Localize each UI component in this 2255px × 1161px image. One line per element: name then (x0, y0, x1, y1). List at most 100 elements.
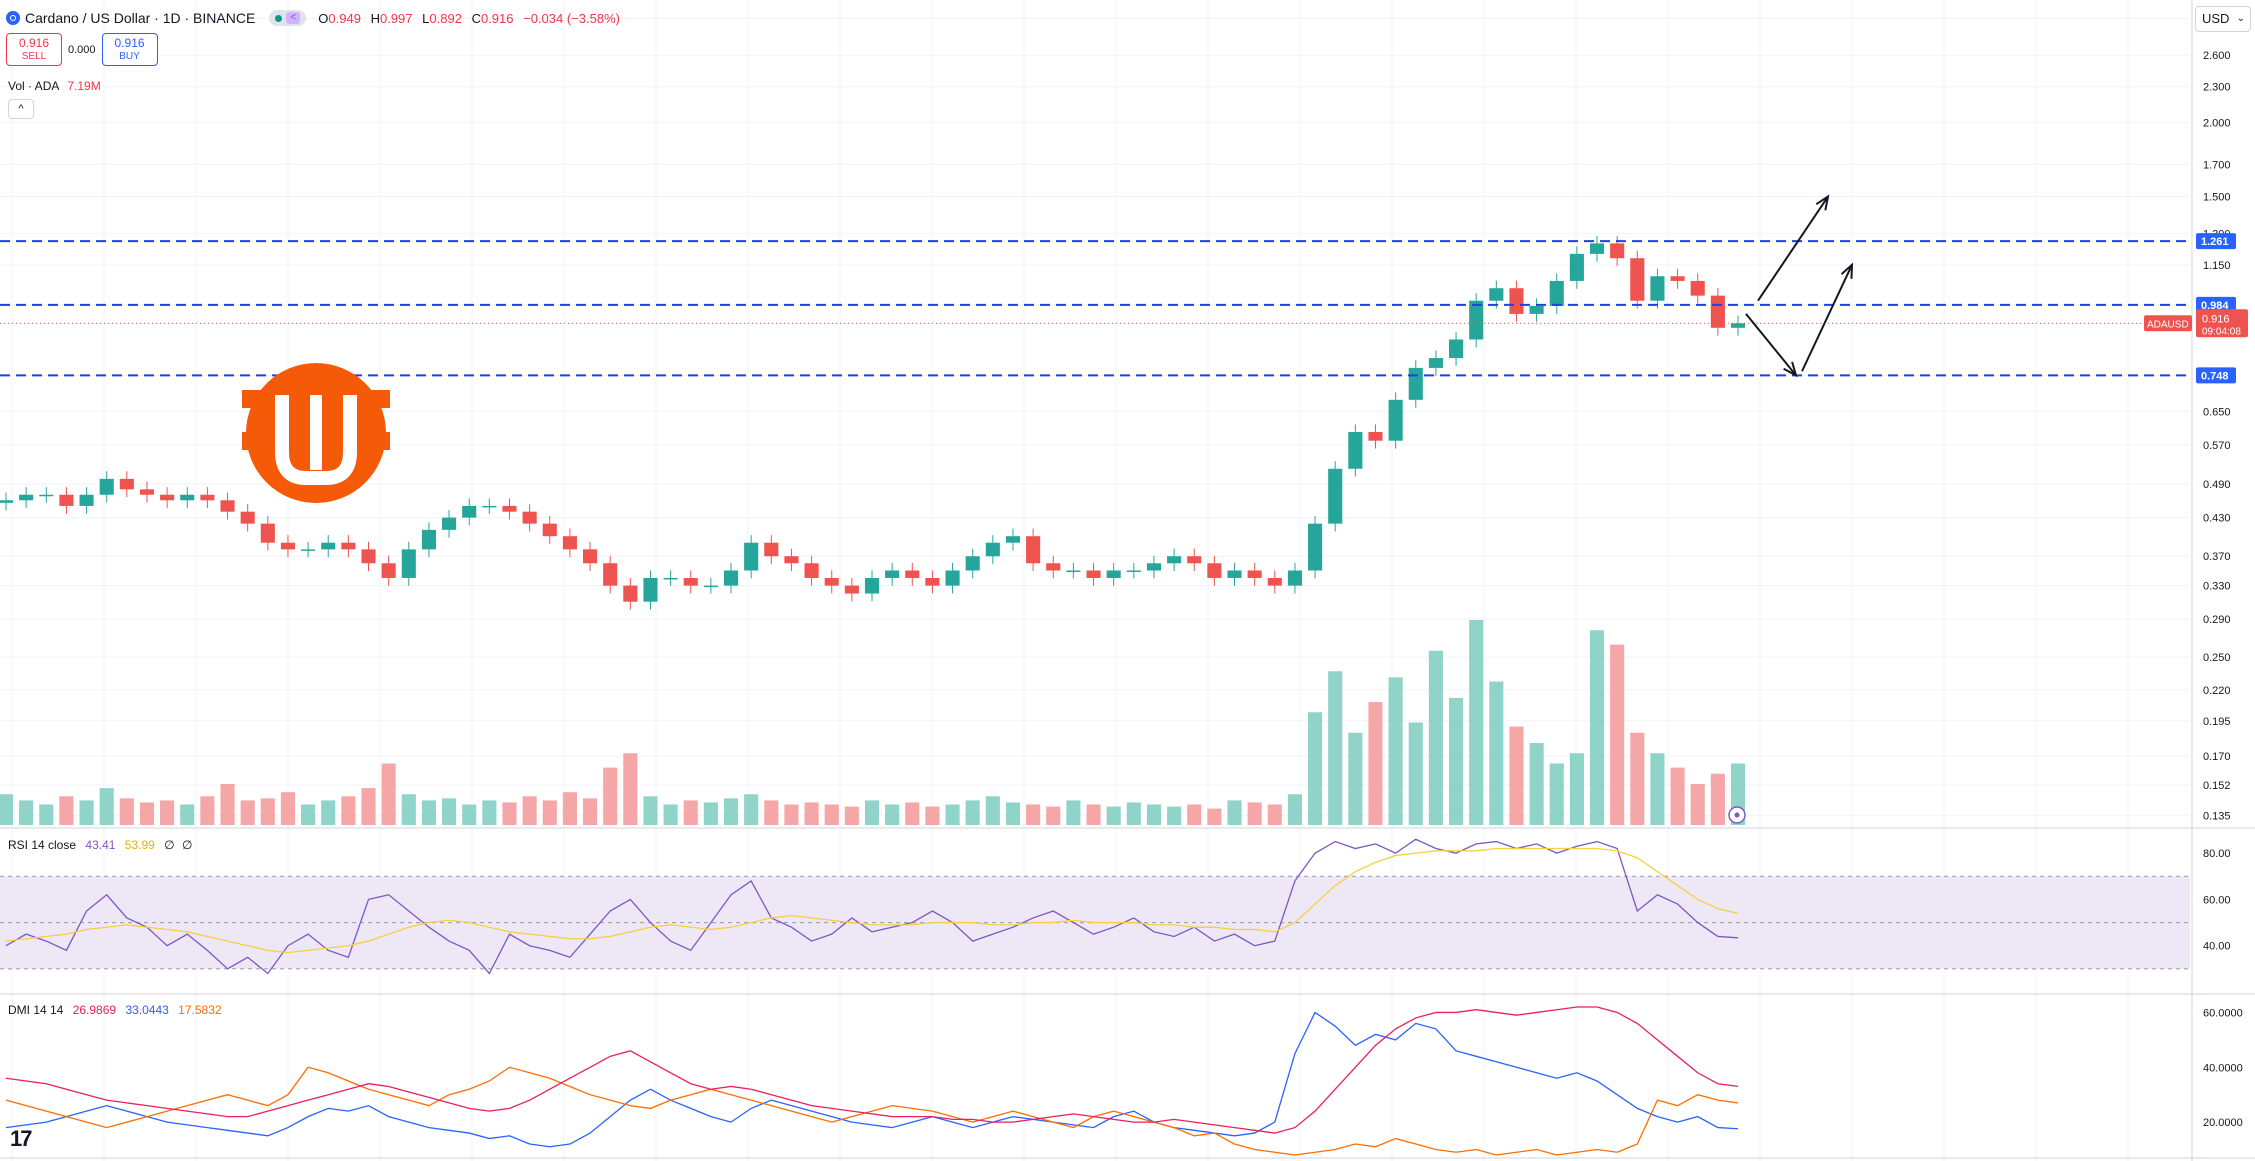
volume-bar (482, 800, 497, 825)
candle-body (1710, 295, 1725, 328)
volume-bar (1710, 773, 1725, 825)
volume-bar (321, 800, 336, 825)
price-tick-label: 2.600 (2203, 50, 2231, 62)
volume-bar (643, 796, 658, 825)
volume-bar (965, 800, 980, 825)
candle-body (663, 577, 678, 580)
candle-body (1489, 288, 1504, 301)
volume-bar (502, 802, 517, 825)
close-value: 0.916 (480, 10, 514, 26)
symbol-header: Cardano / US Dollar · 1D · BINANCE < O0.… (6, 10, 626, 26)
candle-body (905, 570, 920, 578)
volume-bar (1187, 804, 1202, 825)
volume-bar (1247, 802, 1262, 825)
volume-bar (1630, 732, 1645, 825)
volume-bar (1207, 808, 1222, 825)
volume-bar (301, 804, 316, 825)
volume-bar (1287, 794, 1302, 825)
volume-bar (582, 798, 598, 825)
watermark-logo (242, 363, 390, 503)
dmi-tick-label: 40.0000 (2203, 1062, 2243, 1074)
volume-bar (1106, 806, 1121, 825)
candle-body (0, 500, 14, 503)
volume-bar (623, 753, 638, 825)
volume-bar (119, 798, 134, 825)
volume-bar (240, 800, 255, 825)
volume-bar (1569, 753, 1584, 825)
dmi-tick-label: 20.0000 (2203, 1117, 2243, 1129)
volume-bar (1690, 784, 1705, 825)
volume-bar (1167, 806, 1182, 825)
volume-bar (1066, 800, 1081, 825)
rsi-tick-label: 40.00 (2203, 941, 2231, 953)
volume-bar (220, 784, 235, 825)
ohlc-values: O0.949 H0.997 L0.892 C0.916 −0.034 (−3.5… (318, 10, 620, 26)
candle-body (1690, 280, 1705, 296)
candle-body (1650, 276, 1665, 301)
annotation-arrow-rebound-head (1840, 262, 1854, 279)
candle-body (1026, 536, 1041, 564)
currency-select[interactable]: USD ⌄ (2195, 6, 2251, 32)
candle-body (1630, 258, 1645, 301)
market-status-pill[interactable]: < (269, 10, 307, 26)
last-price-value: 0.916 (2202, 313, 2230, 325)
volume-bar (925, 806, 940, 825)
candle-body (421, 529, 436, 550)
candle-body (522, 511, 537, 524)
symbol-title[interactable]: Cardano / US Dollar · 1D · BINANCE (25, 10, 256, 26)
symbol-tag-label: ADAUSD (2147, 319, 2189, 330)
candle-body (1046, 563, 1061, 571)
candle-body (1328, 468, 1343, 524)
candle-body (1207, 563, 1222, 578)
volume-bar (1005, 802, 1021, 825)
candle-body (19, 494, 34, 501)
sell-button[interactable]: 0.916 SELL (6, 33, 62, 66)
buy-button[interactable]: 0.916 BUY (101, 33, 158, 66)
volume-bar (542, 800, 557, 825)
volume-bar (703, 802, 718, 825)
volume-bar (1469, 620, 1484, 825)
collapse-legend-button[interactable]: ^ (8, 99, 34, 119)
volume-bar (744, 794, 759, 825)
candle-body (1589, 243, 1605, 254)
candle-body (482, 505, 497, 508)
share-icon[interactable]: < (286, 12, 301, 24)
rsi-series-line (5, 838, 1739, 975)
low-value: 0.892 (429, 10, 462, 26)
candle-body (925, 577, 940, 586)
price-tick-label: 0.570 (2203, 440, 2231, 452)
candle-body (1529, 305, 1544, 314)
candle-body (1549, 280, 1564, 306)
candle-body (1469, 300, 1484, 340)
dmi-tick-label: 60.0000 (2203, 1007, 2243, 1019)
candle-body (703, 585, 718, 588)
volume-bar (1448, 697, 1464, 825)
open-value: 0.949 (328, 10, 361, 26)
candle-body (744, 542, 759, 571)
volume-bar (723, 798, 739, 825)
volume-bar (1509, 726, 1524, 825)
price-tick-label: 0.430 (2203, 513, 2231, 525)
high-value: 0.997 (379, 10, 413, 26)
candle-body (1247, 570, 1262, 578)
price-tick-label: 0.220 (2203, 685, 2231, 697)
price-tick-label: 0.370 (2203, 551, 2231, 563)
volume-bar (683, 800, 698, 825)
candle-body (1509, 288, 1524, 314)
spread-value: 0.000 (68, 43, 96, 56)
level-tag (2196, 367, 2236, 384)
candle-body (341, 542, 356, 550)
candle-body (1569, 253, 1584, 281)
level-tag (2196, 296, 2236, 313)
volume-bar (421, 800, 436, 825)
countdown-label: 09:04:08 (2202, 326, 2241, 337)
candle-body (1388, 399, 1403, 441)
volume-bar (1589, 630, 1605, 825)
watermark-logo-mark (275, 395, 357, 485)
volume-bar (1408, 722, 1423, 825)
volume-bar (381, 763, 396, 825)
chevron-down-icon: ⌄ (2236, 13, 2245, 24)
tradingview-logo[interactable]: 17 (10, 1126, 33, 1151)
candle-body (764, 542, 779, 557)
